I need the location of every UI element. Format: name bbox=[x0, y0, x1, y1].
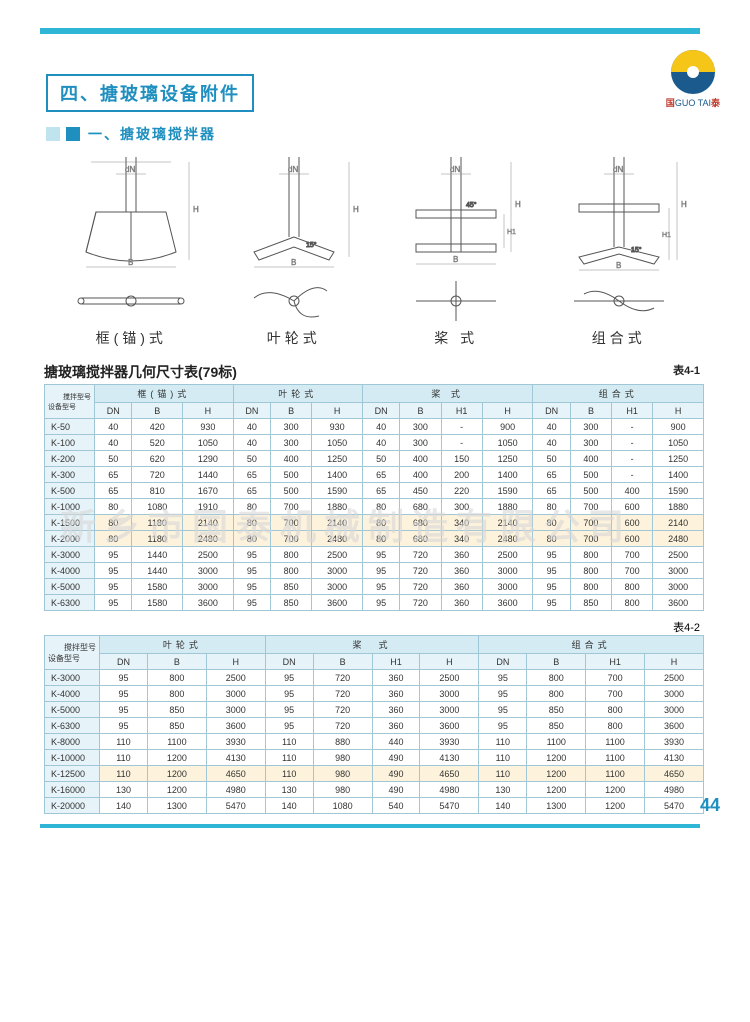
diag-label-4: 组合式 bbox=[544, 328, 694, 348]
svg-text:H1: H1 bbox=[662, 232, 671, 239]
sub-title: 一、搪玻璃搅拌器 bbox=[46, 124, 750, 144]
svg-text:15°: 15° bbox=[631, 246, 642, 254]
section-title: 四、搪玻璃设备附件 bbox=[46, 74, 750, 112]
dimension-table-2: 搅拌型号设备型号叶轮式桨 式组合式DNBHDNBH1HDNBH1HK-30009… bbox=[44, 635, 704, 814]
svg-text:H: H bbox=[353, 205, 359, 214]
top-band bbox=[40, 28, 700, 34]
table-1-num: 表4-1 bbox=[673, 362, 700, 378]
svg-text:H: H bbox=[681, 200, 687, 209]
diag-label-2: 叶轮式 bbox=[219, 328, 369, 348]
svg-text:H: H bbox=[193, 205, 199, 214]
diag-label-3: 桨 式 bbox=[381, 328, 531, 348]
svg-text:H1: H1 bbox=[507, 229, 516, 236]
diagram-paddle: 45° dN H H1 B bbox=[381, 152, 531, 272]
table-1-title: 搪玻璃搅拌器几何尺寸表(79标) 表4-1 bbox=[44, 362, 750, 382]
diag-label-1: 框(锚)式 bbox=[56, 328, 206, 348]
svg-text:dN: dN bbox=[288, 165, 298, 174]
logo-text: 国GUO TAI泰 bbox=[666, 96, 720, 109]
brand-logo: 国GUO TAI泰 bbox=[666, 50, 720, 109]
diagram-impeller: 15° dN H B bbox=[219, 152, 369, 272]
table-2-num: 表4-2 bbox=[673, 619, 700, 635]
svg-text:45°: 45° bbox=[466, 201, 477, 209]
diagram-row-2: 框(锚)式 叶轮式 桨 式 组合式 bbox=[0, 276, 750, 356]
svg-text:B: B bbox=[128, 258, 133, 267]
diagram-row-1: dN H B 15° dN H B bbox=[0, 152, 750, 276]
svg-text:dN: dN bbox=[613, 165, 623, 174]
diagram-anchor: dN H B bbox=[56, 152, 206, 272]
page-number: 44 bbox=[700, 795, 720, 816]
svg-text:B: B bbox=[291, 258, 296, 267]
svg-text:dN: dN bbox=[125, 165, 135, 174]
svg-text:15°: 15° bbox=[306, 241, 317, 249]
dimension-table-1: 搅拌型号设备型号框(锚)式叶轮式桨 式组合式DNBHDNBHDNBH1HDNBH… bbox=[44, 384, 704, 611]
svg-text:dN: dN bbox=[450, 165, 460, 174]
svg-text:H: H bbox=[515, 200, 521, 209]
bottom-band bbox=[40, 824, 700, 828]
diagram-combined: 15° dN H H1 B bbox=[544, 152, 694, 272]
logo-icon bbox=[671, 50, 715, 94]
svg-text:B: B bbox=[453, 255, 458, 264]
svg-text:B: B bbox=[616, 261, 621, 270]
